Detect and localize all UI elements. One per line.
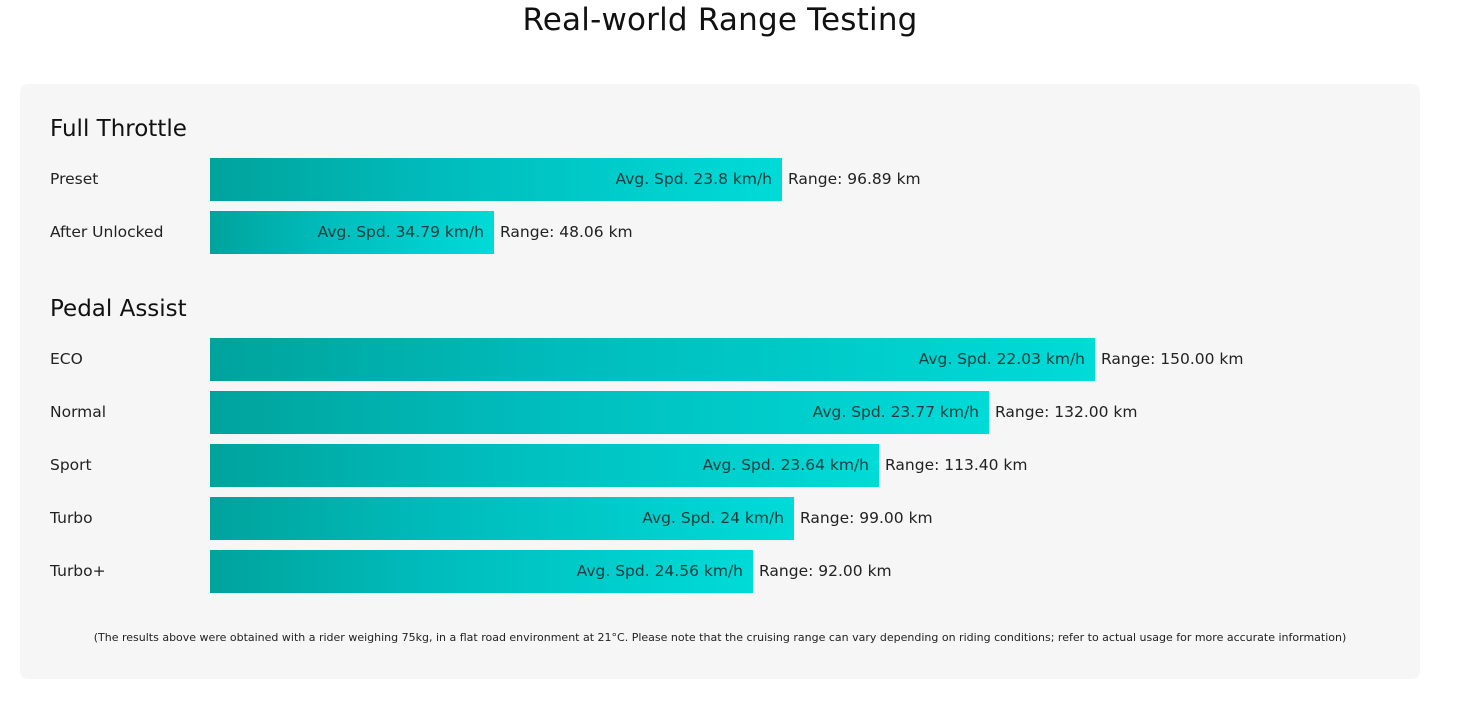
bar-speed-label-preset: Avg. Spd. 23.8 km/h xyxy=(615,170,773,188)
bar-speed-label-turbo: Avg. Spd. 24 km/h xyxy=(642,509,784,527)
bar-speed-label-turbo-plus: Avg. Spd. 24.56 km/h xyxy=(576,562,743,580)
bar-range-label-normal: Range: 132.00 km xyxy=(995,403,1138,421)
bar-row-turbo: Turbo Avg. Spd. 24 km/h Range: 99.00 km xyxy=(50,497,1400,540)
bar-row-turbo-plus: Turbo+ Avg. Spd. 24.56 km/h Range: 92.00 k… xyxy=(50,550,1400,593)
bar-label-eco: ECO xyxy=(50,350,83,368)
footnote: (The results above were obtained with a … xyxy=(93,631,1347,644)
bar-label-normal: Normal xyxy=(50,403,107,421)
bar-speed-label-sport: Avg. Spd. 23.64 km/h xyxy=(702,456,869,474)
bar-turbo-plus: Avg. Spd. 24.56 km/h xyxy=(210,550,753,593)
bar-turbo: Avg. Spd. 24 km/h xyxy=(210,497,794,540)
bar-sport: Avg. Spd. 23.64 km/h xyxy=(210,444,879,487)
bar-row-eco: ECO Avg. Spd. 22.03 km/h Range: 150.00 km xyxy=(50,338,1400,381)
bar-label-turbo-plus: Turbo+ xyxy=(50,562,106,580)
range-chart-card: (The results above were obtained with a … xyxy=(20,84,1420,679)
bar-range-label-preset: Range: 96.89 km xyxy=(788,170,921,188)
bar-eco: Avg. Spd. 22.03 km/h xyxy=(210,338,1095,381)
bar-speed-label-after-unlocked: Avg. Spd. 34.79 km/h xyxy=(317,223,484,241)
bar-row-normal: Normal Avg. Spd. 23.77 km/h Range: 132.00 … xyxy=(50,391,1400,434)
bar-label-after-unlocked: After Unlocked xyxy=(50,223,164,241)
bar-row-preset: Preset Avg. Spd. 23.8 km/h Range: 96.89 km xyxy=(50,158,1400,201)
bar-after-unlocked: Avg. Spd. 34.79 km/h xyxy=(210,211,494,254)
bar-range-label-eco: Range: 150.00 km xyxy=(1101,350,1244,368)
bar-normal: Avg. Spd. 23.77 km/h xyxy=(210,391,989,434)
bar-label-sport: Sport xyxy=(50,456,92,474)
bar-range-label-turbo-plus: Range: 92.00 km xyxy=(759,562,892,580)
bar-row-sport: Sport Avg. Spd. 23.64 km/h Range: 113.40 k… xyxy=(50,444,1400,487)
bar-range-label-turbo: Range: 99.00 km xyxy=(800,509,933,527)
group-title-pedal-assist: Pedal Assist xyxy=(50,296,187,322)
bar-row-after-unlocked: After Unlocked Avg. Spd. 34.79 km/h Range:… xyxy=(50,211,1400,254)
bar-label-turbo: Turbo xyxy=(50,509,93,527)
group-title-full-throttle: Full Throttle xyxy=(50,116,187,142)
bar-label-preset: Preset xyxy=(50,170,99,188)
bar-speed-label-eco: Avg. Spd. 22.03 km/h xyxy=(918,350,1085,368)
bar-range-label-sport: Range: 113.40 km xyxy=(885,456,1028,474)
page-title: Real-world Range Testing xyxy=(522,2,918,38)
bar-speed-label-normal: Avg. Spd. 23.77 km/h xyxy=(812,403,979,421)
bar-range-label-after-unlocked: Range: 48.06 km xyxy=(500,223,633,241)
bar-preset: Avg. Spd. 23.8 km/h xyxy=(210,158,782,201)
